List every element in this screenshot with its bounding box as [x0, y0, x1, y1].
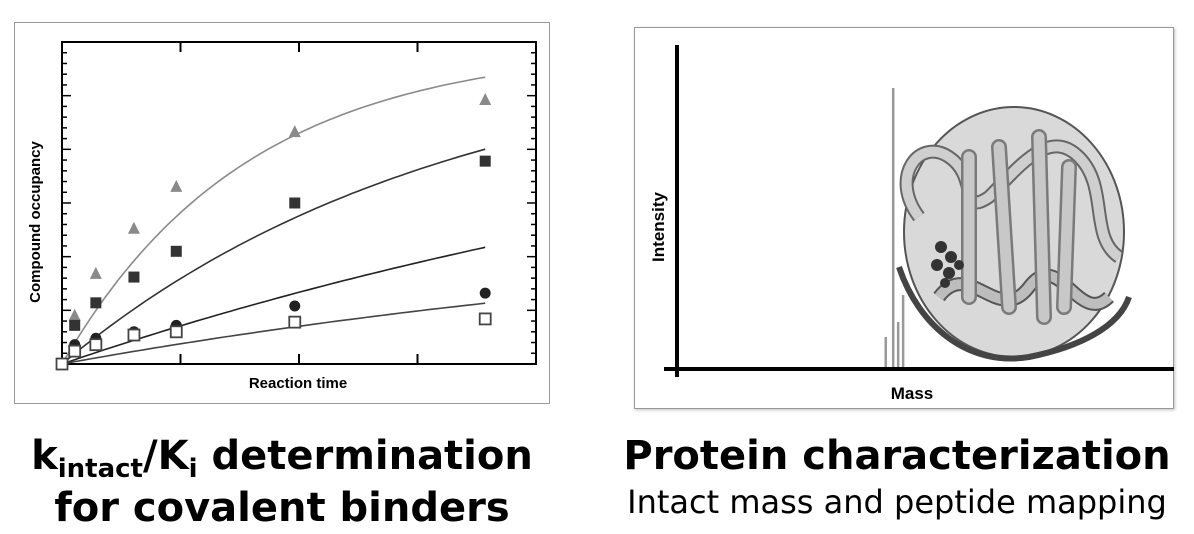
data-point-series-4 [478, 312, 492, 326]
data-point-series-1 [89, 266, 102, 279]
data-point-series-1 [127, 221, 140, 234]
protein-caption-title: Protein characterization [623, 433, 1171, 479]
protein-caption-subtitle: Intact mass and peptide mapping [627, 483, 1167, 521]
data-point-series-2 [170, 245, 182, 257]
data-point-series-4 [89, 338, 103, 352]
data-point-series-3 [289, 300, 301, 312]
data-point-series-1 [288, 125, 301, 138]
data-point-series-2 [479, 155, 491, 167]
data-point-series-2 [128, 271, 140, 283]
kinetics-x-axis-label: Reaction time [249, 375, 347, 392]
data-point-series-1 [170, 179, 183, 192]
fit-curve-series-4 [61, 302, 486, 365]
kinetics-chart-frame [14, 22, 550, 404]
data-point-series-4 [288, 315, 302, 329]
mass-spectrum: Mass Intensity [649, 45, 1174, 403]
kinetics-caption-title: kintact/Ki determination [31, 433, 533, 484]
ms-x-axis-label: Mass [891, 384, 934, 403]
kinetics-caption-line2: for covalent binders [54, 485, 510, 531]
data-point-series-1 [68, 308, 81, 321]
fit-curve-series-1 [61, 76, 486, 365]
data-point-series-4 [127, 328, 141, 342]
kinetics-caption: kintact/Ki determination for covalent bi… [14, 430, 550, 534]
data-point-series-3 [479, 287, 491, 299]
data-point-series-2 [69, 319, 81, 331]
kinetics-y-axis-label: Compound occupancy [27, 141, 44, 303]
data-point-series-2 [90, 297, 102, 309]
ms-y-axis-label: Intensity [649, 192, 668, 262]
fit-curve-series-3 [61, 246, 486, 365]
data-point-series-4 [55, 357, 69, 371]
protein-caption: Protein characterization Intact mass and… [600, 430, 1194, 522]
kinetics-chart: Reaction time Compound occupancy [27, 41, 537, 392]
data-point-series-1 [479, 92, 492, 105]
data-point-series-4 [169, 325, 183, 339]
data-point-series-4 [68, 344, 82, 358]
data-point-series-2 [289, 197, 301, 209]
fit-curve-series-2 [61, 148, 486, 365]
protein-structure-illustration [896, 106, 1132, 362]
